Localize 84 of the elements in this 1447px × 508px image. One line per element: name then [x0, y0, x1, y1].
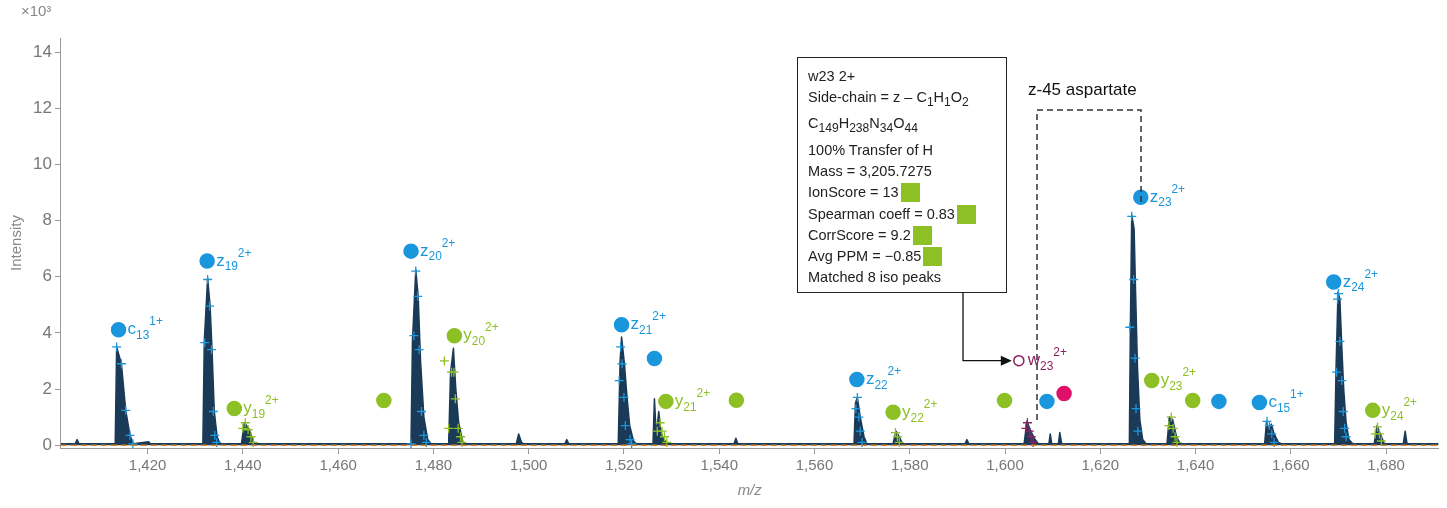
- annotation: z-45 aspartate: [1028, 80, 1137, 100]
- x-tick-label: 1,620: [1081, 456, 1120, 474]
- point: [613, 316, 630, 333]
- y-tick-label: 8: [42, 210, 52, 230]
- point: [624, 434, 636, 445]
- x-tick-label: 1,580: [890, 456, 929, 474]
- x-tick-label: 1,440: [224, 456, 262, 474]
- point: [1129, 352, 1141, 364]
- point: [413, 344, 425, 355]
- point: [408, 330, 420, 341]
- point: [1143, 372, 1160, 389]
- x-tick-label: 1,540: [700, 456, 738, 474]
- y-tick-label: 0: [42, 434, 52, 454]
- x-tick-label: 1,500: [509, 456, 548, 474]
- annotation: IonScore = 13: [808, 183, 899, 203]
- point: [1334, 336, 1346, 347]
- point: [1211, 393, 1227, 410]
- point: [226, 400, 243, 417]
- point: [646, 350, 663, 367]
- point: [849, 371, 865, 388]
- point: [885, 404, 901, 421]
- annotation: Spearman coeff = 0.83: [808, 204, 955, 224]
- point: [856, 437, 868, 448]
- point: [853, 411, 864, 423]
- point: [376, 392, 392, 409]
- y-tick-label: 4: [42, 322, 52, 342]
- point: [110, 322, 127, 338]
- point: [1374, 428, 1385, 440]
- annotation: C$_{149}$H$_{238}$N$_{34}$O$_{44}$: [808, 114, 918, 138]
- x-tick-label: 1,600: [986, 456, 1024, 474]
- point: [615, 341, 626, 353]
- point: [1166, 411, 1177, 423]
- annotation: Matched 8 iso peaks: [808, 268, 941, 288]
- x-tick-label: 1,480: [414, 456, 453, 474]
- point: [1013, 354, 1025, 367]
- annotation: 100% Transfer of H: [808, 140, 933, 160]
- point: [403, 243, 419, 259]
- annotation: Mass = 3,205.7275: [808, 161, 932, 181]
- point: [199, 253, 215, 269]
- point: [1130, 403, 1142, 414]
- y-tick-label: 12: [32, 97, 52, 117]
- point: [1340, 431, 1352, 442]
- point: [410, 265, 421, 277]
- point: [111, 341, 122, 353]
- point: [439, 355, 450, 367]
- point: [850, 403, 862, 414]
- point: [120, 405, 131, 416]
- point: [1163, 420, 1175, 431]
- y-axis-title: Intensity: [7, 214, 25, 271]
- x-tick-label: 1,420: [128, 456, 167, 474]
- point: [658, 393, 674, 410]
- y-tick-label: 14: [32, 41, 52, 61]
- annotation: Avg PPM = −0.85: [808, 247, 922, 267]
- point: [405, 438, 417, 448]
- point: [1251, 394, 1268, 411]
- y-tick-label: 2: [42, 378, 52, 398]
- point: [616, 358, 628, 369]
- point: [450, 393, 461, 405]
- point: [1056, 385, 1072, 402]
- y-tick-label: 10: [32, 154, 52, 174]
- x-tick-label: 1,560: [795, 456, 834, 474]
- x-tick-label: 1,460: [319, 456, 357, 474]
- x-tick-label: 1,520: [605, 456, 643, 474]
- point: [618, 392, 630, 403]
- point: [1365, 402, 1381, 419]
- point: [1266, 428, 1277, 440]
- annotation: Side-chain = z – C$_{1}$H$_{1}$O$_{2}$: [808, 88, 969, 112]
- point: [996, 392, 1013, 409]
- annotation: w23 2+: [808, 67, 856, 86]
- x-tick-label: 1,640: [1176, 456, 1215, 474]
- point: [124, 430, 136, 441]
- point: [728, 392, 745, 409]
- point: [1184, 392, 1201, 409]
- x-tick-label: 1,680: [1367, 456, 1405, 474]
- x-axis-title: m/z: [737, 481, 763, 499]
- annotation: CorrScore = 9.2: [808, 225, 911, 245]
- point: [1325, 274, 1342, 290]
- text: ×10³: [20, 2, 52, 20]
- point: [446, 327, 463, 344]
- y-tick-label: 6: [42, 266, 52, 286]
- point: [1132, 426, 1144, 437]
- point: [1372, 421, 1383, 433]
- point: [1039, 393, 1055, 410]
- x-tick-label: 1,660: [1272, 456, 1310, 474]
